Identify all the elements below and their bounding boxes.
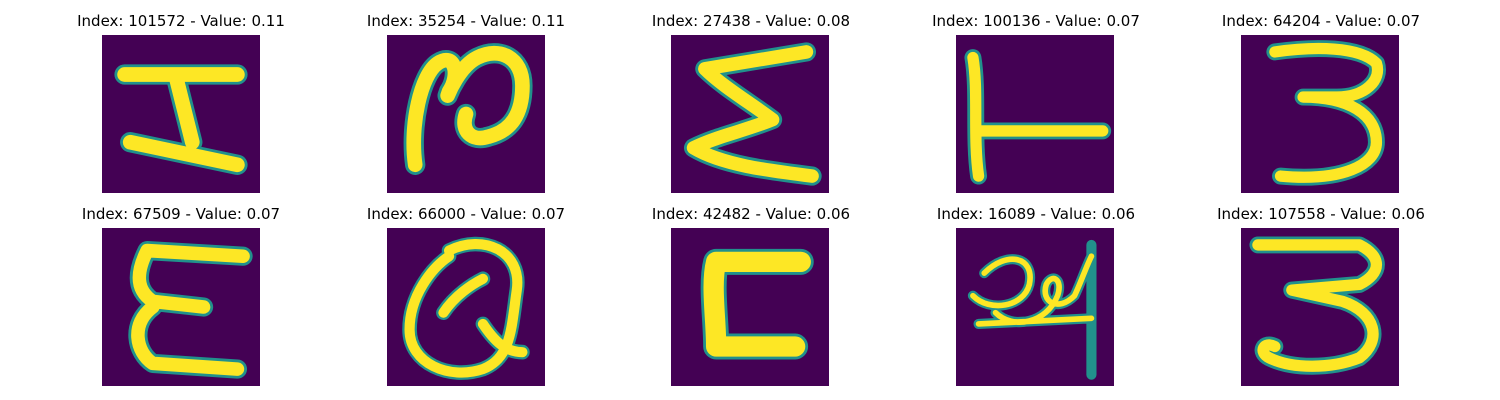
- digit-image: [1241, 228, 1399, 386]
- panel-title: Index: 42482 - Value: 0.06: [651, 205, 851, 223]
- panel-6: Index: 67509 - Value: 0.07: [61, 203, 301, 393]
- panel-2: Index: 35254 - Value: 0.11: [346, 10, 586, 200]
- panel-title: Index: 107558 - Value: 0.06: [1217, 205, 1425, 223]
- panel-7: Index: 66000 - Value: 0.07: [346, 203, 586, 393]
- digit-image: [956, 35, 1114, 193]
- panel-title: Index: 67509 - Value: 0.07: [81, 205, 281, 223]
- digit-image: [102, 228, 260, 386]
- digit-image: [956, 228, 1114, 386]
- panel-1: Index: 101572 - Value: 0.11: [61, 10, 301, 200]
- digit-image: [671, 228, 829, 386]
- panel-title: Index: 66000 - Value: 0.07: [366, 205, 566, 223]
- panel-title: Index: 35254 - Value: 0.11: [366, 12, 566, 30]
- panel-9: Index: 16089 - Value: 0.06: [916, 203, 1156, 393]
- panel-title: Index: 16089 - Value: 0.06: [936, 205, 1136, 223]
- digit-image: [387, 228, 545, 386]
- panel-title: Index: 101572 - Value: 0.11: [77, 12, 285, 30]
- panel-10: Index: 107558 - Value: 0.06: [1201, 203, 1441, 393]
- panel-title: Index: 100136 - Value: 0.07: [932, 12, 1140, 30]
- panel-5: Index: 64204 - Value: 0.07: [1201, 10, 1441, 200]
- digit-image: [387, 35, 545, 193]
- panel-3: Index: 27438 - Value: 0.08: [631, 10, 871, 200]
- digit-image: [671, 35, 829, 193]
- panel-4: Index: 100136 - Value: 0.07: [916, 10, 1156, 200]
- digit-image: [102, 35, 260, 193]
- panel-title: Index: 64204 - Value: 0.07: [1221, 12, 1421, 30]
- digit-image: [1241, 35, 1399, 193]
- panel-title: Index: 27438 - Value: 0.08: [651, 12, 851, 30]
- panel-8: Index: 42482 - Value: 0.06: [631, 203, 871, 393]
